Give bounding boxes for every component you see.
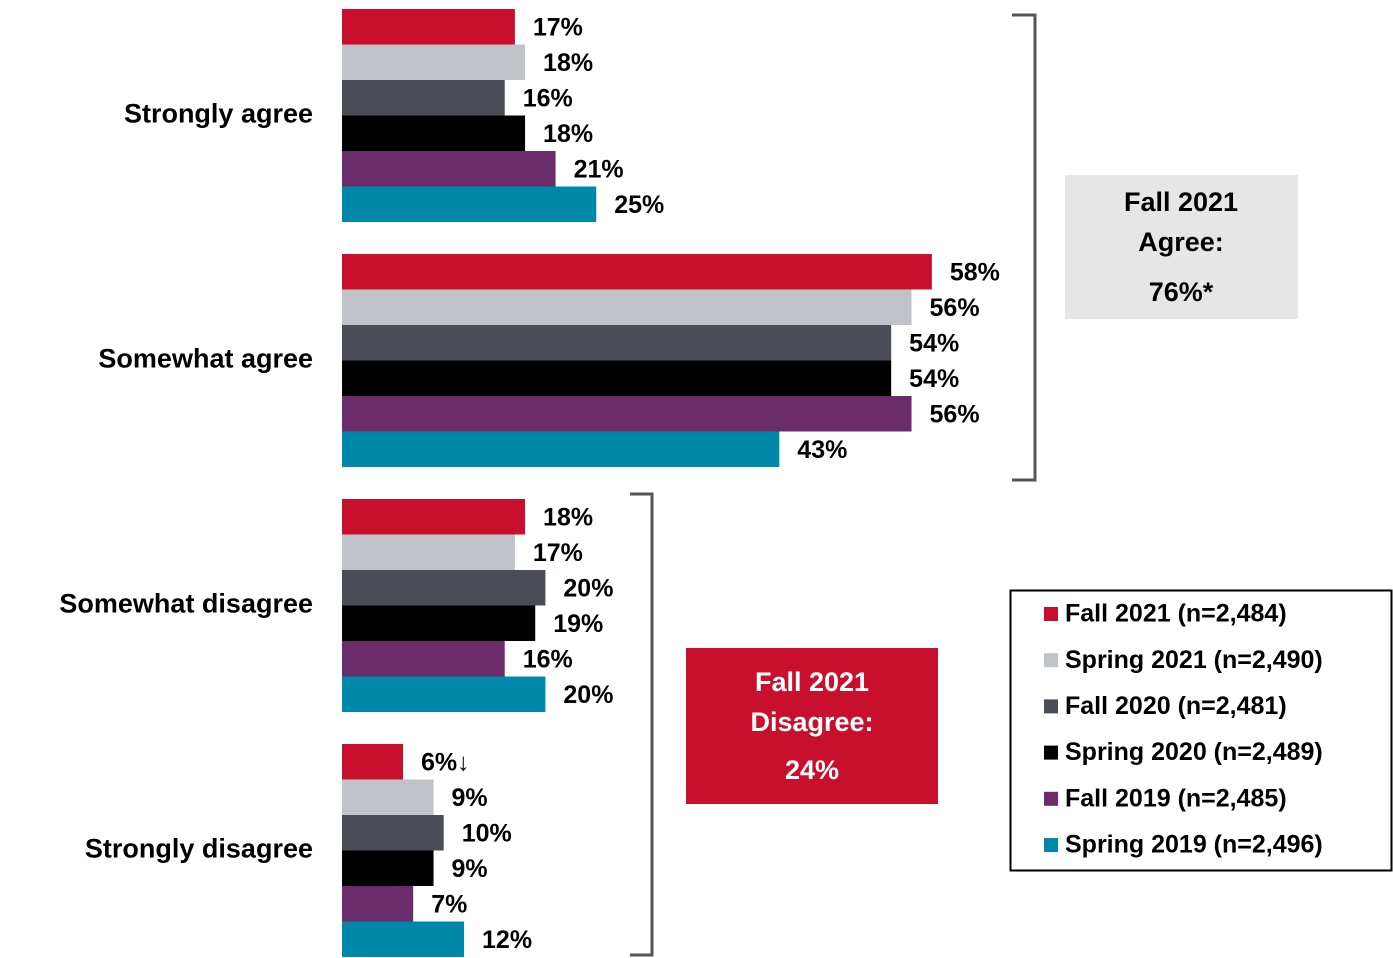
bar — [342, 499, 526, 535]
value-label: 43% — [797, 436, 847, 464]
bar — [342, 360, 892, 396]
bar — [342, 921, 465, 957]
bar — [342, 431, 780, 467]
category-label: Strongly agree — [124, 99, 313, 129]
value-label: 54% — [909, 365, 959, 393]
bar — [342, 325, 892, 361]
bar — [342, 151, 556, 187]
legend-box — [1009, 589, 1393, 872]
value-label: 18% — [543, 49, 593, 77]
value-label: 7% — [431, 890, 467, 918]
annotation-text: 24% — [785, 755, 839, 785]
legend-swatch — [1044, 791, 1058, 806]
legend-swatch — [1044, 607, 1058, 621]
annotation-text: Fall 2021 — [1124, 187, 1238, 217]
legend-swatch — [1044, 653, 1058, 668]
agree-box — [1065, 175, 1298, 319]
value-label: 21% — [574, 155, 624, 183]
bar — [342, 115, 526, 151]
value-label: 9% — [452, 784, 488, 812]
legend-swatch — [1044, 838, 1058, 852]
value-label: 25% — [614, 191, 664, 219]
bar — [342, 605, 536, 641]
bar — [342, 779, 434, 815]
annotation-text: Agree: — [1138, 227, 1224, 257]
value-label: 56% — [930, 400, 980, 428]
disagree-box — [686, 648, 938, 804]
bar — [342, 289, 912, 325]
value-label: 17% — [533, 539, 583, 567]
value-label: 17% — [533, 13, 583, 41]
bar — [342, 80, 505, 116]
annotation-text: 76%* — [1149, 277, 1214, 307]
annotation-text: Disagree: — [750, 707, 873, 737]
bar — [342, 570, 546, 606]
value-label: 16% — [523, 645, 573, 673]
bar — [342, 396, 912, 432]
legend-label: Fall 2021 (n=2,484) — [1065, 600, 1287, 628]
value-label: 20% — [563, 574, 613, 602]
value-label: 20% — [563, 681, 613, 709]
agree-bracket — [1012, 13, 1037, 482]
value-label: 18% — [543, 503, 593, 531]
bar — [342, 186, 597, 222]
category-label: Somewhat disagree — [59, 589, 313, 619]
legend-label: Spring 2021 (n=2,490) — [1065, 646, 1323, 674]
value-label: 9% — [452, 855, 488, 883]
value-label: 58% — [950, 258, 1000, 286]
value-label: 56% — [930, 294, 980, 322]
bar — [342, 9, 515, 45]
category-label: Somewhat agree — [98, 344, 313, 374]
value-label: 12% — [482, 926, 532, 954]
legend-swatch — [1044, 699, 1058, 714]
legend-label: Fall 2019 (n=2,485) — [1065, 784, 1287, 812]
legend-label: Spring 2020 (n=2,489) — [1065, 738, 1323, 766]
value-label: 18% — [543, 120, 593, 148]
category-label: Strongly disagree — [85, 834, 313, 864]
value-label: 54% — [909, 329, 959, 357]
bar — [342, 676, 546, 712]
legend-label: Spring 2019 (n=2,496) — [1065, 831, 1323, 859]
value-label: 10% — [462, 819, 512, 847]
legend-label: Fall 2020 (n=2,481) — [1065, 692, 1287, 720]
annotation-text: Fall 2021 — [755, 667, 869, 697]
bar — [342, 534, 515, 570]
bar — [342, 254, 932, 290]
value-label: 16% — [523, 84, 573, 112]
value-label: 6%↓ — [421, 748, 470, 776]
bar — [342, 641, 505, 677]
bar — [342, 744, 404, 780]
bar — [342, 886, 414, 922]
bar — [342, 44, 526, 80]
legend-swatch — [1044, 745, 1058, 760]
disagree-bracket — [630, 492, 654, 957]
value-label: 19% — [553, 610, 603, 638]
bar — [342, 815, 444, 851]
bar — [342, 850, 434, 886]
